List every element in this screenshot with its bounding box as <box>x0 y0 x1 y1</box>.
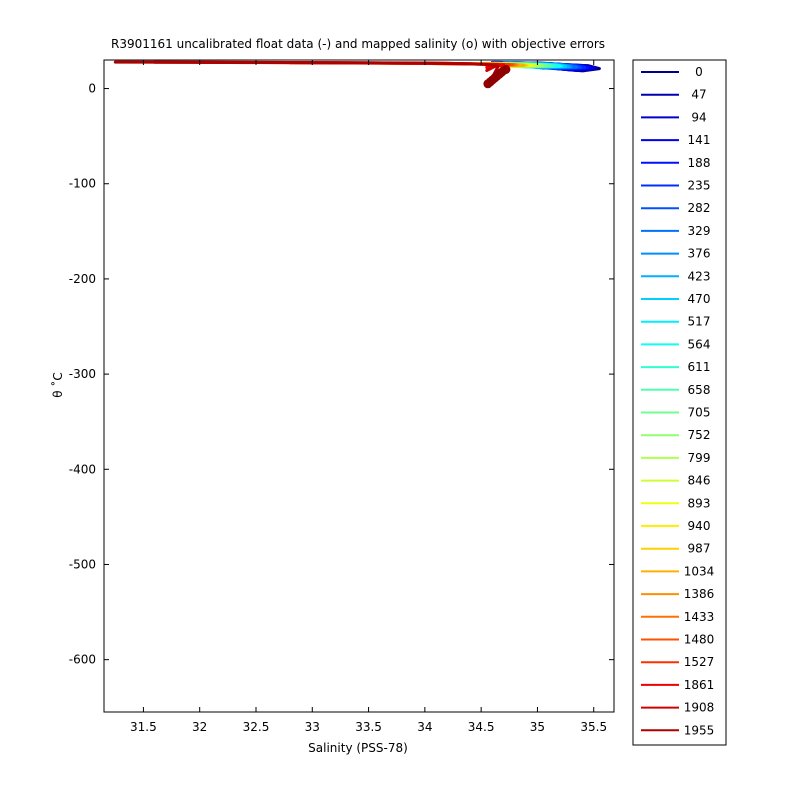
y-tick-label: -300 <box>69 367 96 381</box>
series-lines <box>113 60 601 86</box>
legend-item: 517 <box>641 315 710 329</box>
legend-label: 517 <box>688 315 711 329</box>
legend-item: 1386 <box>641 587 714 601</box>
y-tick-label: -100 <box>69 177 96 191</box>
legend-label: 141 <box>688 133 711 147</box>
series-line-1955 <box>113 60 500 86</box>
legend-item: 188 <box>641 156 710 170</box>
x-axis-label: Salinity (PSS-78) <box>308 741 408 755</box>
legend-label: 1908 <box>684 701 715 715</box>
y-tick-label: 0 <box>88 82 96 96</box>
legend-item: 47 <box>641 88 707 102</box>
legend-label: 1955 <box>684 723 715 737</box>
x-tick-label: 35.5 <box>580 720 607 734</box>
legend-item: 564 <box>641 337 710 351</box>
legend-item: 470 <box>641 292 710 306</box>
legend-item: 1908 <box>641 701 714 715</box>
plot-area: 31.5 32 32.5 33 33.5 34 34.5 35 35.5 0 -100 -200 -30… <box>69 59 615 734</box>
legend-item: 0 <box>641 65 703 79</box>
legend-item: 235 <box>641 179 710 193</box>
legend-label: 376 <box>688 247 711 261</box>
legend-label: 1433 <box>684 610 715 624</box>
legend-label: 705 <box>688 406 711 420</box>
legend-item: 1034 <box>641 564 714 578</box>
legend-item: 1480 <box>641 633 714 647</box>
legend-label: 1034 <box>684 564 715 578</box>
legend-item: 141 <box>641 133 710 147</box>
legend-label: 329 <box>688 224 711 238</box>
x-tick-label: 34 <box>417 720 432 734</box>
y-tick-label: -200 <box>69 272 96 286</box>
legend-label: 47 <box>691 88 706 102</box>
legend-label: 893 <box>688 496 711 510</box>
mapped-salinity-marker <box>501 65 511 74</box>
x-tick-label: 31.5 <box>130 720 157 734</box>
legend-item: 1527 <box>641 655 714 669</box>
axes-frame <box>103 59 615 713</box>
legend-label: 940 <box>688 519 711 533</box>
legend-label: 1480 <box>684 633 715 647</box>
legend-label: 846 <box>688 474 711 488</box>
x-tick-label: 34.5 <box>468 720 495 734</box>
legend-label: 94 <box>691 110 706 124</box>
x-axis-ticks: 31.5 32 32.5 33 33.5 34 34.5 35 35.5 <box>130 60 607 734</box>
legend-item: 987 <box>641 542 710 556</box>
legend-label: 282 <box>688 201 711 215</box>
x-tick-label: 32.5 <box>243 720 270 734</box>
x-tick-label: 32 <box>192 720 207 734</box>
chart-title: R3901161 uncalibrated float data (-) and… <box>111 37 605 51</box>
legend-label: 752 <box>688 428 711 442</box>
legend-item: 705 <box>641 406 710 420</box>
legend-item: 376 <box>641 247 710 261</box>
x-tick-label: 33.5 <box>355 720 382 734</box>
y-tick-label: -500 <box>69 557 96 571</box>
legend-label: 470 <box>688 292 711 306</box>
legend-label: 611 <box>688 360 711 374</box>
legend-label: 799 <box>688 451 711 465</box>
legend-item: 658 <box>641 383 710 397</box>
legend-label: 564 <box>688 337 711 351</box>
mapped-salinity-markers <box>483 65 511 89</box>
legend-item: 423 <box>641 269 710 283</box>
legend-label: 1527 <box>684 655 715 669</box>
y-axis-label: θ ˚C <box>50 372 65 398</box>
x-tick-label: 33 <box>305 720 320 734</box>
legend-item: 1861 <box>641 678 714 692</box>
legend-item: 846 <box>641 474 710 488</box>
legend-label: 235 <box>688 179 711 193</box>
legend-box <box>632 59 727 746</box>
legend-label: 0 <box>695 65 703 79</box>
x-tick-label: 35 <box>530 720 545 734</box>
legend-item: 752 <box>641 428 710 442</box>
legend-item: 1955 <box>641 723 714 737</box>
legend-item: 611 <box>641 360 710 374</box>
legend-label: 423 <box>688 269 711 283</box>
legend-label: 1386 <box>684 587 715 601</box>
legend-item: 1433 <box>641 610 714 624</box>
legend-item: 282 <box>641 201 710 215</box>
y-tick-label: -400 <box>69 462 96 476</box>
legend-label: 188 <box>688 156 711 170</box>
legend-item: 893 <box>641 496 710 510</box>
legend-item: 799 <box>641 451 710 465</box>
legend-label: 987 <box>688 542 711 556</box>
legend-label: 1861 <box>684 678 715 692</box>
legend-label: 658 <box>688 383 711 397</box>
legend: 0 47 94 141 188 235 282 329 376 423 470 517 564 611 65… <box>632 59 727 746</box>
legend-item: 329 <box>641 224 710 238</box>
y-axis-ticks: 0 -100 -200 -300 -400 -500 -600 <box>69 82 614 667</box>
legend-item: 94 <box>641 110 707 124</box>
y-tick-label: -600 <box>69 653 96 667</box>
legend-item: 940 <box>641 519 710 533</box>
